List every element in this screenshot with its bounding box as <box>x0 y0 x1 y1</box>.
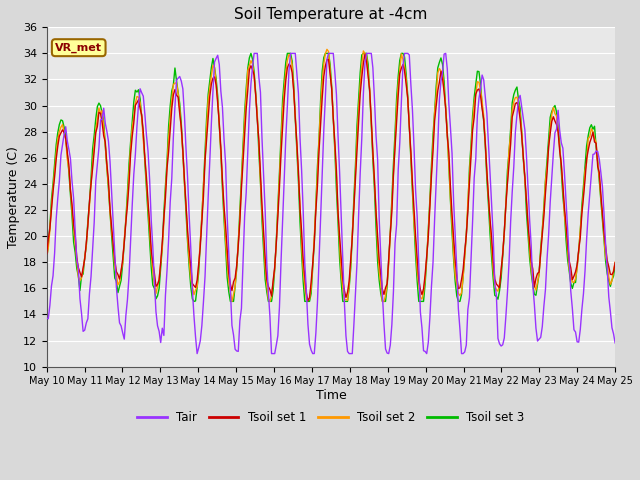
Text: VR_met: VR_met <box>55 43 102 53</box>
Y-axis label: Temperature (C): Temperature (C) <box>7 146 20 248</box>
Title: Soil Temperature at -4cm: Soil Temperature at -4cm <box>234 7 428 22</box>
X-axis label: Time: Time <box>316 389 346 402</box>
Legend: Tair, Tsoil set 1, Tsoil set 2, Tsoil set 3: Tair, Tsoil set 1, Tsoil set 2, Tsoil se… <box>132 406 529 429</box>
